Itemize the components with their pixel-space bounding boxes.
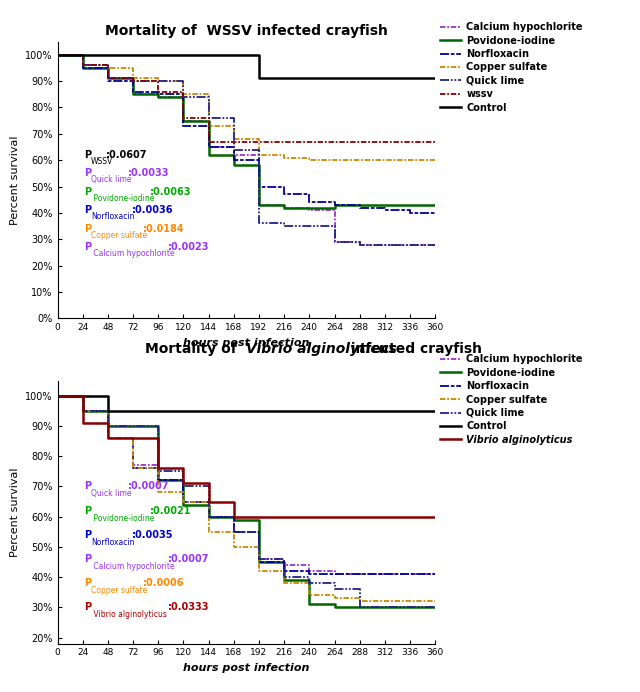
Text: Vibrio alginolyticus: Vibrio alginolyticus	[91, 610, 167, 619]
Text: Calcium hypochlorite: Calcium hypochlorite	[91, 562, 175, 571]
Text: Norfloxacin: Norfloxacin	[91, 212, 134, 221]
Y-axis label: Percent survival: Percent survival	[10, 135, 20, 225]
Text: P: P	[84, 206, 91, 215]
Text: :0.0021: :0.0021	[150, 506, 191, 516]
Text: :0.0007: :0.0007	[128, 482, 170, 491]
X-axis label: hours post infection: hours post infection	[183, 338, 310, 348]
X-axis label: hours post infection: hours post infection	[183, 663, 310, 673]
Text: Povidone-iodine: Povidone-iodine	[91, 513, 154, 522]
Text: infected crayfish: infected crayfish	[346, 343, 482, 356]
Text: Vibrio alginolyticus: Vibrio alginolyticus	[246, 343, 397, 356]
Text: P: P	[84, 187, 91, 197]
Text: P: P	[84, 482, 91, 491]
Y-axis label: Percent survival: Percent survival	[10, 467, 20, 557]
Text: P: P	[84, 602, 91, 612]
Text: Calcium hypochlorite: Calcium hypochlorite	[91, 249, 175, 258]
Text: P: P	[84, 168, 91, 179]
Text: Copper sulfate: Copper sulfate	[91, 230, 147, 240]
Text: :0.0023: :0.0023	[168, 242, 210, 252]
Text: Quick lime: Quick lime	[91, 175, 132, 185]
Text: P: P	[84, 578, 91, 588]
Text: Mortality of: Mortality of	[145, 343, 246, 356]
Text: P: P	[84, 224, 91, 234]
Text: :0.0184: :0.0184	[143, 224, 184, 234]
Text: P: P	[84, 506, 91, 516]
Text: WSSV: WSSV	[91, 157, 113, 166]
Text: P: P	[84, 242, 91, 252]
Text: :0.0036: :0.0036	[132, 206, 173, 215]
Text: :0.0607: :0.0607	[106, 150, 147, 160]
Text: :0.0333: :0.0333	[168, 602, 210, 612]
Text: Quick lime: Quick lime	[91, 489, 132, 498]
Title: Mortality of  WSSV infected crayfish: Mortality of WSSV infected crayfish	[105, 24, 388, 37]
Text: Norfloxacin: Norfloxacin	[91, 538, 134, 547]
Text: :0.0063: :0.0063	[150, 187, 191, 197]
Text: P: P	[84, 150, 91, 160]
Legend: Calcium hypochlorite, Povidone-iodine, Norfloxacin, Copper sulfate, Quick lime, : Calcium hypochlorite, Povidone-iodine, N…	[440, 354, 583, 445]
Text: P: P	[84, 530, 91, 540]
Text: :0.0006: :0.0006	[143, 578, 184, 588]
Text: :0.0035: :0.0035	[132, 530, 173, 540]
Text: Copper sulfate: Copper sulfate	[91, 586, 147, 595]
Text: :0.0033: :0.0033	[128, 168, 170, 179]
Legend: Calcium hypochlorite, Povidone-iodine, Norfloxacin, Copper sulfate, Quick lime, : Calcium hypochlorite, Povidone-iodine, N…	[440, 22, 583, 113]
Text: P: P	[84, 554, 91, 564]
Text: :0.0007: :0.0007	[168, 554, 210, 564]
Text: Povidone-iodine: Povidone-iodine	[91, 194, 154, 203]
